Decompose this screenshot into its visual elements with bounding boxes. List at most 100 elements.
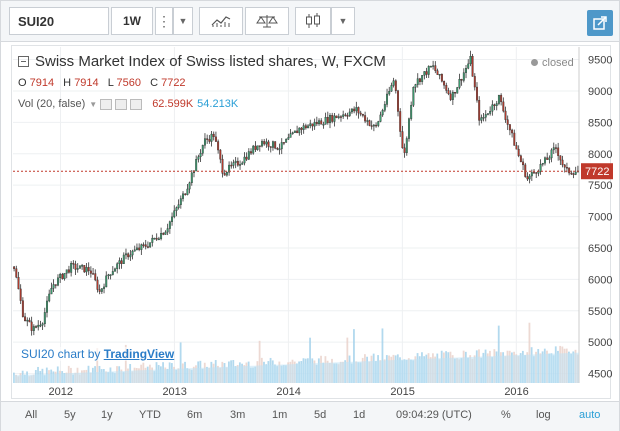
candle-body [403,147,406,153]
percent-toggle[interactable]: % [501,409,511,421]
popout-button[interactable] [587,10,613,36]
vertical-dots-icon: ⋮ [157,13,171,29]
candle-body [526,176,529,180]
candle-body [394,80,397,91]
candle-body [432,65,435,67]
candle-body [24,316,27,322]
candle-body [48,293,51,302]
candle-body [307,125,310,129]
chart-type-dropdown-button[interactable]: ▼ [331,7,355,35]
last-price-label: 7722 [585,166,609,178]
range-1m[interactable]: 1m [272,409,288,421]
candle-body [357,107,360,114]
candle-body [287,137,290,140]
series-legend: Swiss Market Index of Swiss listed share… [18,53,386,70]
candle-body [43,312,46,325]
high-value: 7914 [74,77,99,89]
range-6m[interactable]: 6m [187,409,203,421]
candle-body [52,284,55,289]
indicators-button[interactable] [199,7,243,35]
more-intervals-button[interactable]: ⋮ [155,7,173,35]
candle-body [81,265,84,267]
price-chart[interactable]: 4500 5000 5500 6000 6500 7000 7500 8000 8500 9000… [1,1,619,401]
candle-body [291,132,294,135]
candle-body [234,160,237,163]
caret-down-icon[interactable]: ▼ [89,99,98,109]
symbol-search-input[interactable]: SUI20 [9,7,109,35]
candle-body [247,151,250,160]
chart-type-button[interactable] [295,7,331,35]
open-label: O [18,77,27,89]
candle-body [289,133,292,138]
candle-body [436,70,439,75]
settings-icon[interactable] [100,98,113,110]
eye-icon[interactable] [115,98,128,110]
range-5y[interactable]: 5y [64,409,76,421]
candle-body [276,147,279,150]
candle-body [471,56,474,77]
candle-body [168,221,171,229]
candle-body [206,138,209,140]
candle-body [375,124,378,127]
candle-body [482,117,485,119]
x-tick-label: 2016 [504,386,528,398]
candle-body [118,260,121,264]
candle-body [280,142,283,150]
candle-body [370,125,373,127]
close-icon[interactable] [130,98,143,110]
candle-body [563,164,566,168]
candle-body [493,104,496,106]
candle-body [350,108,353,113]
candle-body [399,111,402,132]
low-label: L [107,77,114,89]
candle-body [456,87,459,94]
log-toggle[interactable]: log [536,409,551,421]
y-tick-label: 5000 [588,337,612,349]
time-readout[interactable]: 09:04:29 (UTC) [396,409,472,421]
interval-button[interactable]: 1W [111,7,153,35]
candle-body [13,266,16,269]
candle-body [353,108,356,112]
interval-dropdown-button[interactable]: ▼ [173,7,193,35]
candle-body [440,73,443,82]
candle-body [133,249,136,252]
candle-body [390,85,393,92]
range-ytd[interactable]: YTD [139,409,161,421]
candle-body [565,167,568,169]
candle-body [144,244,147,247]
x-tick-label: 2013 [162,386,186,398]
volume-bar [528,322,531,383]
range-1d[interactable]: 1d [353,409,366,421]
candle-body [401,131,404,149]
range-1y[interactable]: 1y [101,409,113,421]
tradingview-branding[interactable]: SUI20 chart by TradingView [21,347,175,361]
auto-toggle[interactable]: auto [579,409,601,421]
candle-body [186,188,189,195]
range-3m[interactable]: 3m [230,409,246,421]
candle-body [454,91,457,94]
candle-body [559,155,562,161]
collapse-legend-icon[interactable] [18,56,29,67]
chart-pane[interactable] [11,45,611,399]
candle-body [214,136,217,142]
candle-body [381,110,384,116]
range-5d[interactable]: 5d [314,409,327,421]
candle-body [245,156,248,160]
candle-body [28,319,31,323]
candle-body [557,147,560,156]
candle-body [425,71,428,75]
candle-body [96,279,99,290]
candle-body [74,263,77,270]
candle-body [153,237,156,240]
candle-body [129,254,132,258]
compare-button[interactable] [245,7,289,35]
candle-body [467,63,470,69]
range-all[interactable]: All [25,409,38,421]
candle-body [530,172,533,177]
candle-body [21,300,24,317]
candle-body [451,91,454,100]
branding-link[interactable]: TradingView [103,347,175,361]
candle-body [26,319,29,322]
volume-bar [124,344,127,383]
